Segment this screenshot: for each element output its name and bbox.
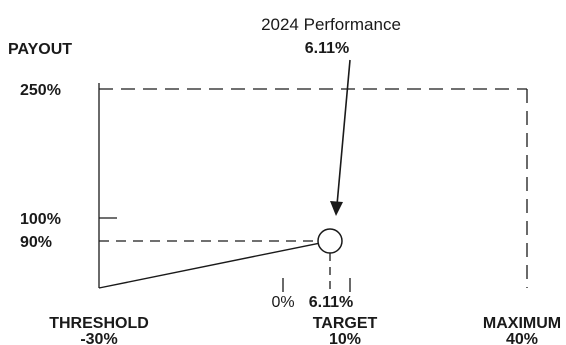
annotation-arrow-line (336, 59, 351, 206)
annotation-title: 2024 Performance (261, 15, 401, 34)
x-point-name: MAXIMUM (483, 315, 561, 332)
annotation-value: 6.11% (305, 40, 349, 57)
x-point-value: -30% (80, 331, 117, 345)
x-point-value: 10% (329, 331, 361, 345)
y-axis-title: PAYOUT (8, 41, 72, 58)
series-group (98, 59, 351, 289)
x-marker-label: 0% (271, 294, 294, 311)
performance-point (317, 228, 343, 254)
y-tick-label: 250% (20, 82, 61, 99)
annotation-arrow-head (330, 201, 343, 216)
x-point-name: TARGET (313, 315, 378, 332)
x-marker-label: 6.11% (309, 294, 353, 311)
y-tick-label: 100% (20, 211, 61, 228)
y-tick-label: 90% (20, 234, 52, 251)
guide-lines (99, 88, 528, 292)
x-point-value: 40% (506, 331, 538, 345)
x-point-name: THRESHOLD (49, 315, 149, 332)
payout-curve-segment (98, 242, 319, 289)
chart-labels: 2024 Performance 6.11% PAYOUT 250% 100% 90% 0%… (8, 15, 561, 345)
